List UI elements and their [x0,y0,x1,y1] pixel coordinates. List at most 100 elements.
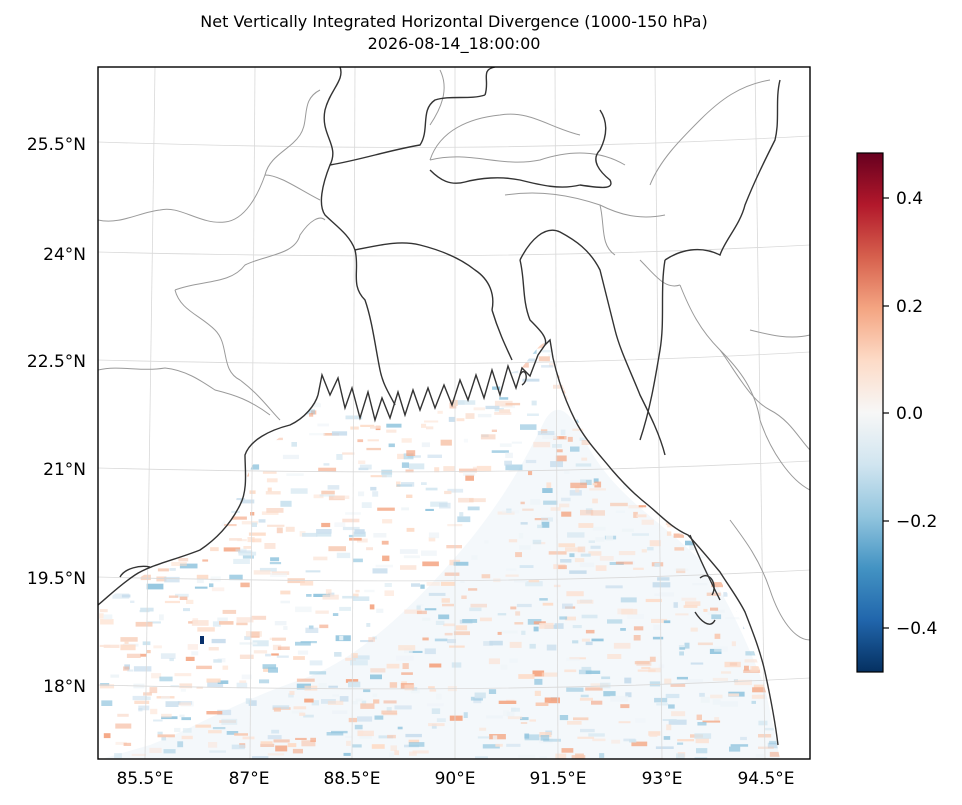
divergence-cell [268,667,278,673]
divergence-cell [264,543,276,549]
divergence-cell [579,562,595,568]
divergence-cell [689,545,695,551]
divergence-cell [492,386,501,390]
divergence-cell [424,608,437,611]
divergence-cell [488,658,500,665]
divergence-cell [140,653,147,657]
divergence-cell [592,526,606,531]
divergence-cell [424,648,436,655]
divergence-cell [674,568,689,571]
divergence-cell [618,551,636,556]
divergence-cell [366,623,371,627]
divergence-cell [728,693,740,697]
divergence-cell [578,669,592,675]
divergence-cell [447,639,456,644]
divergence-cell [506,743,521,747]
divergence-cell [652,636,664,640]
divergence-cell [663,736,671,740]
divergence-cell [406,527,415,532]
lon-tick-label: 88.5°E [323,769,380,789]
divergence-cell [558,565,567,570]
divergence-cell [752,687,769,693]
divergence-cell [403,453,414,460]
isolated-data-pixel [200,636,204,644]
divergence-cell [236,622,248,626]
divergence-cell [159,676,173,682]
divergence-cell [239,654,254,659]
divergence-cell [370,426,381,429]
divergence-cell [258,519,266,523]
divergence-cell [654,562,660,567]
divergence-cell [641,666,651,669]
map-frame [97,66,811,760]
divergence-cell [676,676,688,680]
divergence-cell [592,498,598,504]
divergence-cell [659,592,675,597]
divergence-cell [271,571,290,575]
divergence-cell [469,498,486,503]
colorbar-tick-label: 0.2 [896,297,923,317]
divergence-cell [588,551,602,556]
divergence-cell [240,582,250,588]
divergence-cell [601,676,611,680]
divergence-cell [485,405,500,410]
divergence-cell [449,645,465,648]
divergence-cell [633,635,641,641]
divergence-cell [297,650,309,655]
divergence-cell [607,654,622,659]
divergence-cell [398,645,416,651]
divergence-cell [405,733,422,738]
divergence-cell [123,742,132,746]
divergence-cell [304,698,314,703]
divergence-cell [138,705,150,711]
divergence-cell [210,547,219,552]
divergence-cell [236,682,248,689]
divergence-cell [451,400,458,406]
divergence-cell [585,670,601,674]
divergence-cell [610,502,628,507]
divergence-cell [567,721,582,725]
divergence-cell [150,708,158,715]
divergence-cell [422,617,431,621]
divergence-cell [373,533,387,538]
divergence-cell [261,511,279,515]
divergence-cell [238,551,257,556]
divergence-cell [396,655,414,661]
divergence-cell [677,739,695,742]
divergence-cell [569,570,587,574]
divergence-cell [477,413,492,418]
divergence-cell [384,583,392,587]
divergence-cell [574,558,585,563]
divergence-cell [267,524,285,527]
divergence-cell [532,670,545,677]
divergence-cell [521,630,526,635]
divergence-cell [471,555,478,560]
divergence-cell [348,681,361,688]
divergence-cell [325,589,332,595]
divergence-cell [769,740,780,745]
divergence-cell [213,659,222,663]
divergence-cell [309,660,323,666]
divergence-cell [219,621,234,625]
divergence-cell [295,737,307,740]
colorbar-tick-label: −0.2 [896,512,937,532]
divergence-cell [541,365,554,368]
divergence-cell [146,650,151,654]
divergence-cell [520,424,537,430]
divergence-cell [397,726,403,730]
lon-tick-label: 94.5°E [737,769,794,789]
divergence-cell [589,488,606,491]
divergence-cell [357,439,364,443]
divergence-cell [211,638,226,644]
divergence-cell [266,508,284,513]
divergence-cell [590,545,601,549]
divergence-cell [712,699,721,705]
divergence-cell [260,743,275,747]
divergence-cell [468,588,478,591]
divergence-cell [591,700,603,705]
divergence-cell [360,703,375,709]
divergence-cell [480,434,496,440]
divergence-cell [311,410,317,415]
divergence-cell [357,730,374,737]
divergence-cell [251,615,267,620]
